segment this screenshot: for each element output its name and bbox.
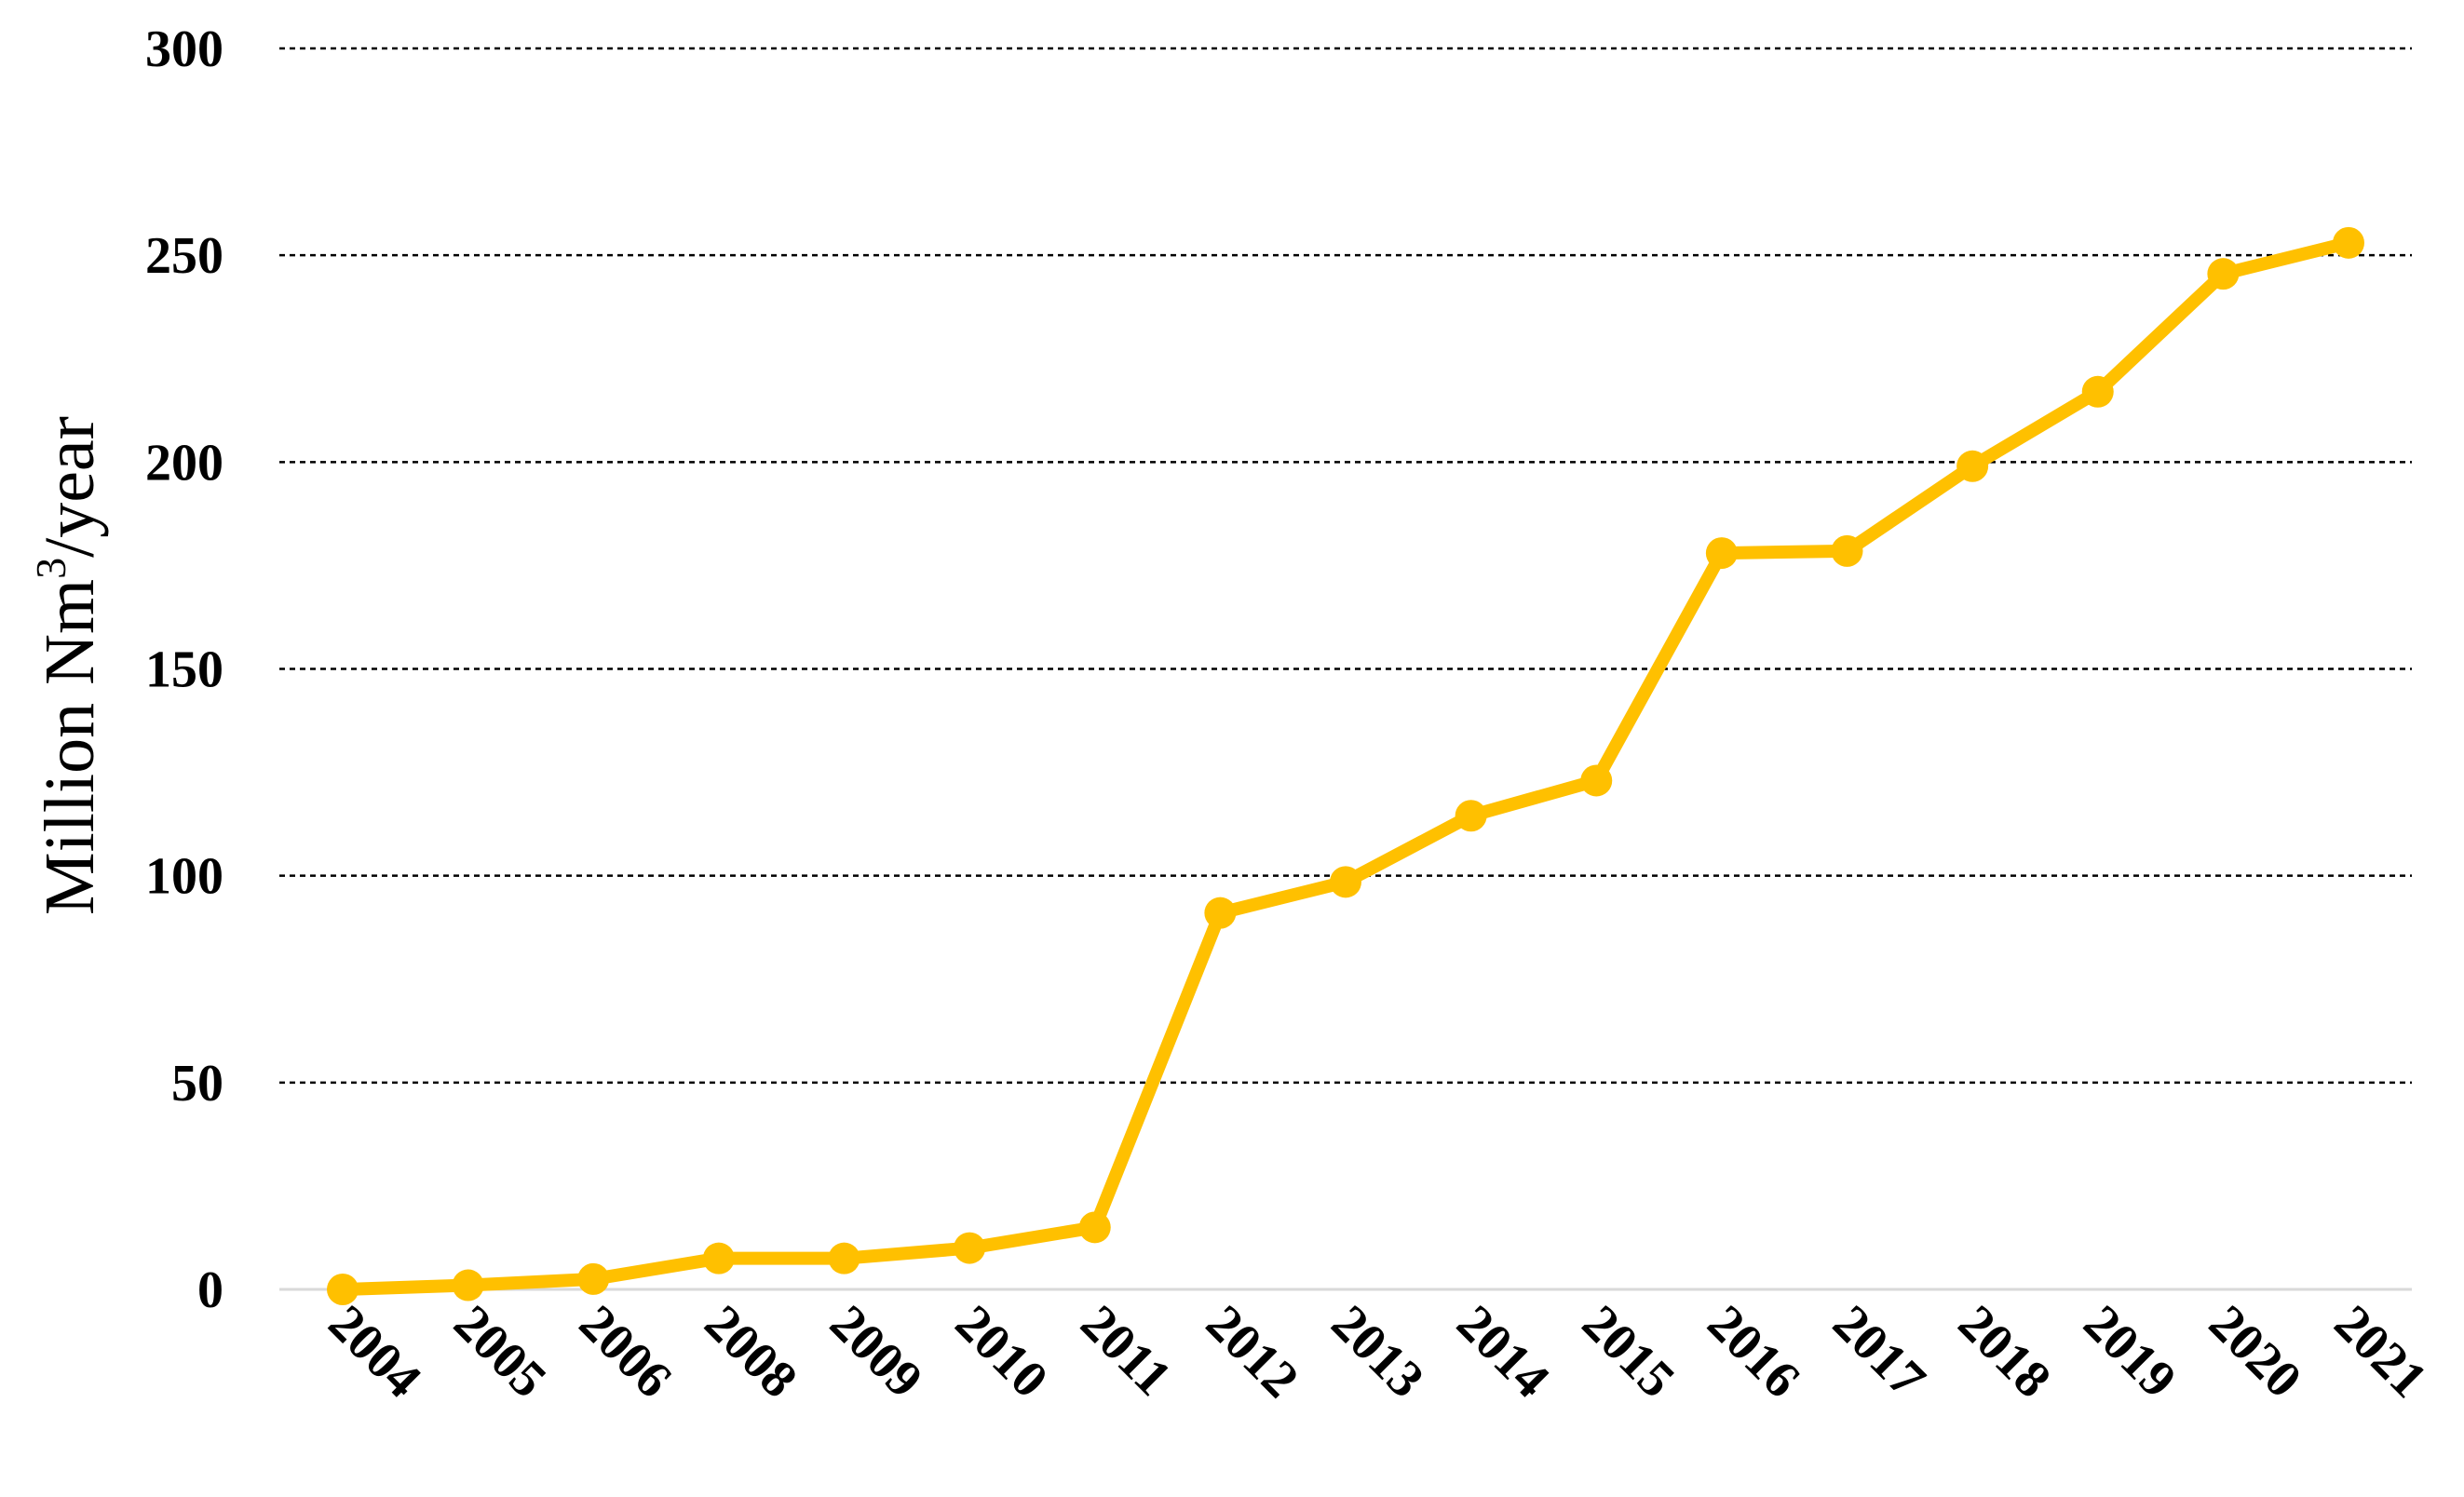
x-tick-label: 2005 (442, 1294, 557, 1409)
y-axis-label-tail: /year (31, 416, 109, 558)
y-axis-label-main: Million Nm (31, 579, 109, 915)
x-tick-label: 2011 (1070, 1294, 1183, 1407)
x-axis-ticks: 2004 2005 2006 2008 2009 2010 2011 2012 2013 2014… (318, 1294, 2438, 1409)
x-tick-label: 2010 (944, 1294, 1059, 1409)
data-point (2207, 258, 2240, 290)
x-tick-label: 2009 (819, 1294, 933, 1409)
x-tick-label: 2019 (2073, 1294, 2187, 1409)
y-tick-label: 50 (171, 1055, 223, 1113)
gridlines (279, 47, 2412, 1085)
y-tick-label: 0 (197, 1261, 223, 1319)
x-tick-label: 2021 (2323, 1294, 2438, 1409)
x-tick-label: 2004 (318, 1294, 432, 1409)
data-point (1956, 450, 1989, 482)
y-tick-label: 250 (145, 227, 223, 285)
data-point (452, 1269, 484, 1301)
data-point (1455, 800, 1487, 832)
data-point (1204, 897, 1237, 929)
y-axis-ticks: 0 50 100 150 200 250 300 (145, 20, 223, 1319)
x-tick-label: 2014 (1445, 1294, 1560, 1409)
y-tick-label: 200 (145, 434, 223, 492)
x-tick-label: 2015 (1571, 1294, 1686, 1409)
x-tick-label: 2016 (1697, 1294, 1811, 1409)
x-tick-label: 2013 (1320, 1294, 1435, 1409)
x-tick-label: 2012 (1195, 1294, 1309, 1409)
x-tick-label: 2006 (568, 1294, 683, 1409)
x-tick-label: 2008 (694, 1294, 808, 1409)
data-point (1831, 534, 1863, 567)
data-point (954, 1232, 986, 1264)
y-tick-label: 150 (145, 641, 223, 699)
data-point (1580, 764, 1613, 797)
x-tick-label: 2020 (2198, 1294, 2312, 1409)
data-point (828, 1242, 860, 1274)
data-point (1078, 1211, 1111, 1244)
data-point (2333, 226, 2364, 259)
y-tick-label: 300 (145, 20, 223, 78)
data-point (1705, 537, 1738, 570)
data-point (1330, 866, 1361, 898)
data-point (702, 1242, 735, 1274)
x-tick-label: 2017 (1821, 1294, 1936, 1409)
data-point (577, 1262, 610, 1295)
y-axis-label-superscript: 3 (27, 558, 74, 579)
x-tick-label: 2018 (1947, 1294, 2062, 1409)
series-line-0 (336, 236, 2355, 1296)
series-group (327, 226, 2364, 1305)
y-axis-label: Million Nm3/year (27, 416, 109, 915)
data-point (2081, 375, 2114, 408)
data-point (327, 1274, 359, 1305)
y-tick-label: 100 (145, 848, 223, 906)
